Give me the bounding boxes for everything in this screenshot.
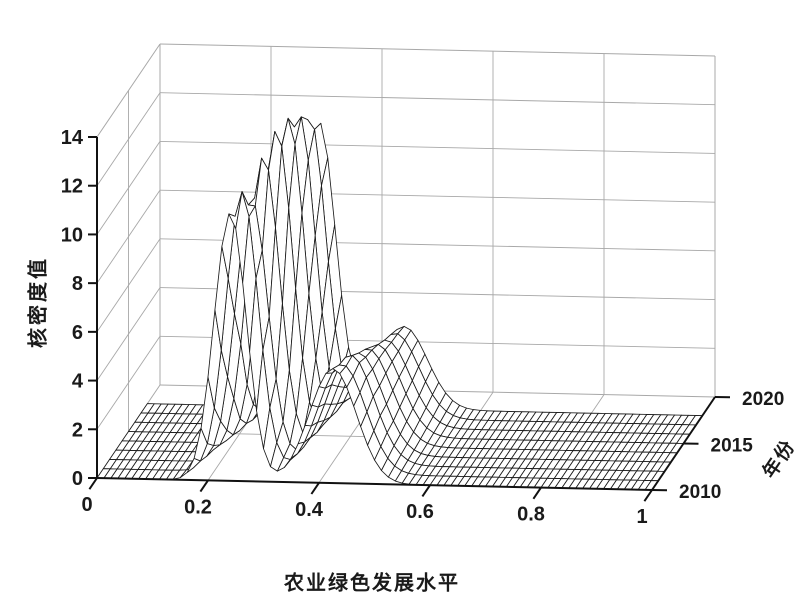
- z-tick-label: 10: [61, 224, 83, 246]
- back-wall-gridline: [160, 93, 715, 105]
- x-tick: [200, 480, 208, 491]
- back-wall-gridline: [160, 141, 715, 153]
- x-tick-label: 0: [81, 494, 92, 516]
- year-tick-label: 2010: [679, 482, 721, 503]
- x-tick-label: 0.2: [184, 496, 212, 518]
- x-tick: [644, 490, 652, 501]
- z-tick-label: 0: [72, 468, 83, 490]
- box-edge: [160, 44, 715, 56]
- x-tick-label: 0.8: [517, 504, 545, 526]
- density-mesh: [97, 117, 702, 490]
- x-tick-label: 0.4: [295, 499, 324, 521]
- z-tick-label: 14: [61, 127, 84, 149]
- year-tick-label: 2015: [711, 436, 754, 457]
- x-tick: [533, 488, 541, 499]
- x-tick: [422, 485, 430, 496]
- x-tick-label: 1: [636, 506, 647, 528]
- year-tick-label: 2020: [742, 389, 784, 410]
- x-axis-title: 农业绿色发展水平: [284, 567, 460, 596]
- z-tick-label: 12: [61, 176, 83, 198]
- x-tick-label: 0.6: [406, 501, 434, 523]
- x-tick: [89, 478, 97, 489]
- z-tick-label: 6: [72, 322, 83, 344]
- z-tick-label: 2: [72, 419, 83, 441]
- z-tick-label: 4: [72, 371, 84, 393]
- z-tick-label: 8: [72, 273, 83, 295]
- z-axis-title: 核密度值: [22, 256, 51, 348]
- x-tick: [311, 483, 319, 494]
